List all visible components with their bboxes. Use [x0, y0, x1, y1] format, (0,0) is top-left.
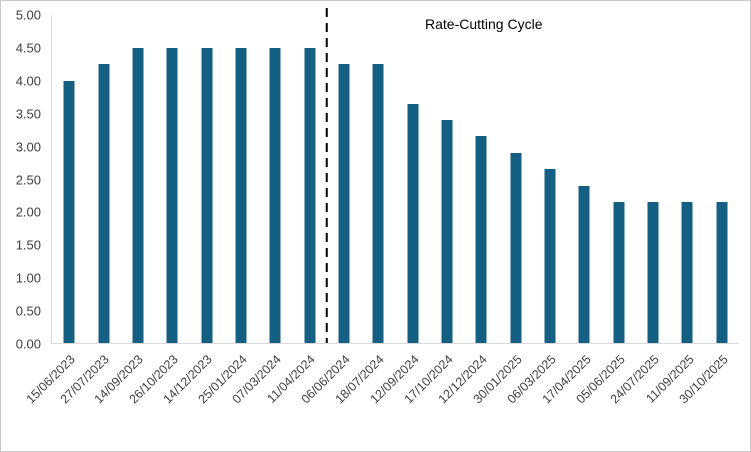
- annotation-rate-cutting-cycle: Rate-Cutting Cycle: [425, 16, 543, 32]
- bar-27/07/2023: [98, 64, 110, 343]
- y-axis-label: 4.50: [15, 40, 41, 56]
- bar-12/12/2024: [475, 136, 487, 343]
- y-axis-label: 3.00: [15, 139, 41, 155]
- bar-18/07/2024: [372, 64, 384, 343]
- y-axis-label: 5.00: [15, 7, 41, 23]
- bar-26/10/2023: [166, 47, 178, 343]
- bar-11/09/2025: [681, 201, 693, 343]
- bar-05/06/2025: [613, 201, 625, 343]
- bar-14/09/2023: [132, 47, 144, 343]
- bar-11/04/2024: [304, 47, 316, 343]
- bar-24/07/2025: [647, 201, 659, 343]
- bar-30/01/2025: [510, 152, 522, 343]
- y-axis-label: 4.00: [15, 73, 41, 89]
- bar-06/06/2024: [338, 64, 350, 343]
- plot-area: [51, 8, 739, 344]
- y-axis-label: 1.50: [15, 237, 41, 253]
- y-axis-label: 0.00: [15, 336, 41, 352]
- bar-25/01/2024: [235, 47, 247, 343]
- bar-15/06/2023: [63, 80, 75, 343]
- y-axis-label: 0.50: [15, 303, 41, 319]
- bar-30/10/2025: [716, 201, 728, 343]
- y-axis-label: 3.50: [15, 106, 41, 122]
- y-axis: 0.00 0.50 1.00 1.50 2.00 2.50 3.00 3.50 4.00 4.50…: [1, 9, 41, 351]
- bar-17/10/2024: [441, 119, 453, 343]
- bar-07/03/2024: [269, 47, 281, 343]
- rate-cutting-divider-line: [325, 8, 329, 343]
- y-axis-label: 2.50: [15, 172, 41, 187]
- bar-14/12/2023: [201, 47, 213, 343]
- y-axis-label: 1.00: [15, 270, 41, 286]
- y-axis-label: 2.00: [15, 204, 41, 220]
- bar-06/03/2025: [544, 169, 556, 343]
- bar-12/09/2024: [407, 103, 419, 343]
- bar-17/04/2025: [578, 185, 590, 343]
